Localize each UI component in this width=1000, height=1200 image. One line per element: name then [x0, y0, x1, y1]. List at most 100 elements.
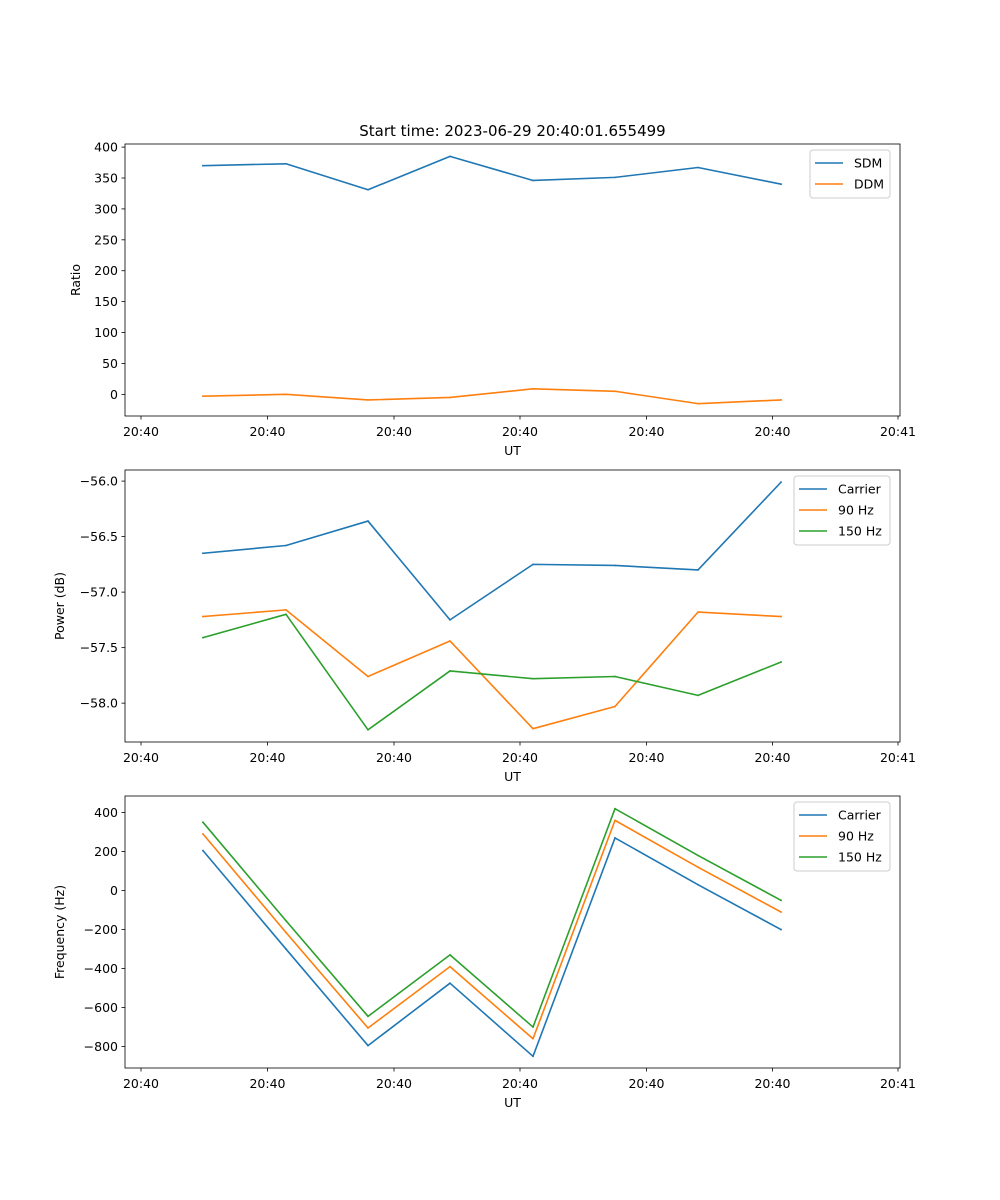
x-tick-label: 20:40	[502, 1076, 538, 1091]
data-point	[532, 1037, 534, 1040]
x-tick-label: 20:40	[502, 424, 538, 439]
data-point	[614, 819, 616, 822]
x-tick-label: 20:40	[123, 1076, 159, 1091]
data-point	[202, 849, 204, 852]
y-tick-label: 250	[94, 232, 118, 247]
data-point	[532, 1026, 534, 1028]
y-tick-label: −800	[84, 1039, 118, 1054]
data-point	[449, 670, 451, 672]
data-point	[202, 821, 204, 824]
x-tick-label: 20:40	[628, 1076, 664, 1091]
data-point	[285, 931, 287, 934]
y-tick-label: −58.0	[80, 696, 118, 711]
data-point	[449, 155, 451, 158]
x-tick-label: 20:40	[249, 1076, 285, 1091]
series-line-carrier	[201, 837, 783, 1058]
x-tick-label: 20:40	[754, 750, 790, 765]
data-point	[697, 883, 699, 886]
legend: SDM DDM	[809, 149, 891, 199]
y-tick-label: 200	[94, 263, 118, 278]
y-tick-label: −57.5	[80, 640, 118, 655]
data-point	[449, 640, 451, 642]
data-point	[780, 615, 782, 618]
data-point	[449, 618, 451, 621]
x-axis-label: UT	[504, 1095, 521, 1110]
data-point	[202, 552, 204, 555]
axes-frame	[124, 469, 901, 743]
ratio-panel: 0 50 100 150 200 250 300 350 400 20:40 20:40 20:40 2…	[68, 140, 916, 458]
axes-frame	[124, 143, 901, 417]
x-tick-label: 20:40	[123, 750, 159, 765]
series-line-150-hz	[202, 613, 783, 731]
x-axis-label: UT	[504, 769, 521, 784]
series-line-150-hz	[201, 807, 783, 1028]
x-tick-label: 20:40	[376, 750, 412, 765]
data-point	[780, 183, 782, 186]
data-point	[367, 399, 369, 401]
data-point	[532, 677, 534, 680]
data-point	[532, 563, 534, 566]
x-axis-label: UT	[504, 443, 521, 458]
data-point	[202, 164, 204, 167]
y-tick-label: 200	[94, 844, 118, 859]
y-tick-label: −57.0	[80, 585, 118, 600]
data-point	[285, 162, 287, 165]
series-line-carrier	[202, 481, 783, 621]
x-tick-label: 20:40	[754, 424, 790, 439]
y-tick-label: 0	[110, 387, 118, 402]
y-tick-label: 150	[94, 294, 118, 309]
data-point	[697, 402, 699, 405]
data-point	[367, 520, 369, 522]
data-point	[367, 1027, 369, 1029]
data-point	[697, 569, 699, 571]
x-tick-label: 20:41	[880, 424, 916, 439]
data-point	[697, 166, 699, 169]
y-tick-label: −200	[84, 922, 118, 937]
legend: Carrier 90 Hz 150 Hz	[793, 475, 891, 546]
data-point	[614, 176, 616, 179]
data-point	[285, 393, 287, 396]
data-point	[614, 564, 616, 567]
data-point	[285, 544, 287, 547]
data-point	[780, 481, 782, 484]
data-point	[614, 390, 616, 393]
data-point	[367, 675, 369, 678]
data-point	[449, 982, 451, 985]
data-point	[202, 833, 204, 835]
data-point	[532, 1055, 534, 1058]
legend: Carrier 90 Hz 150 Hz	[793, 801, 891, 872]
data-point	[532, 387, 534, 390]
legend-label: Carrier	[838, 482, 882, 497]
data-point	[202, 636, 204, 639]
legend-label: 90 Hz	[838, 829, 874, 844]
x-tick-label: 20:40	[249, 424, 285, 439]
series-line-90-hz	[201, 819, 783, 1040]
legend-label: Carrier	[838, 808, 882, 823]
y-tick-label: 350	[94, 171, 118, 186]
legend-box	[809, 149, 891, 199]
data-point	[367, 188, 369, 191]
frequency-panel: 400 200 0 −200 −400 −600 −800 20:40 20:40 20:40 20…	[52, 795, 916, 1110]
x-tick-label: 20:41	[880, 750, 916, 765]
y-axis-label: Power (dB)	[52, 572, 67, 640]
x-tick-label: 20:41	[880, 1076, 916, 1091]
data-point	[697, 866, 699, 869]
data-point	[202, 615, 204, 618]
data-point	[367, 1044, 369, 1047]
figure-title: Start time: 2023-06-29 20:40:01.655499	[359, 122, 665, 140]
series-line-ddm	[202, 387, 782, 405]
x-tick-label: 20:40	[123, 424, 159, 439]
series-line-sdm	[202, 155, 782, 191]
legend-label: 150 Hz	[838, 524, 882, 539]
y-tick-label: −56.0	[80, 474, 118, 489]
data-point	[285, 608, 287, 611]
y-tick-label: −400	[84, 961, 118, 976]
y-tick-label: 100	[94, 325, 118, 340]
y-axis-label: Ratio	[68, 264, 83, 296]
x-tick-label: 20:40	[628, 750, 664, 765]
data-point	[449, 965, 451, 968]
x-tick-label: 20:40	[628, 424, 664, 439]
data-point	[614, 705, 616, 708]
data-point	[367, 1015, 369, 1018]
y-tick-label: 400	[94, 805, 118, 820]
